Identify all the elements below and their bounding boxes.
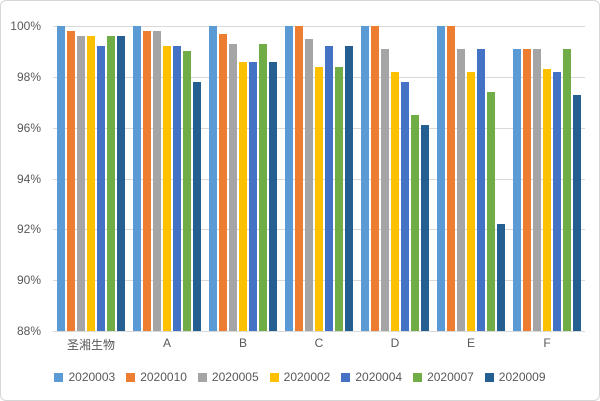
bar-2020009	[269, 61, 277, 331]
bar-2020003	[133, 26, 141, 331]
bar-2020007	[259, 43, 267, 331]
bar-2020005	[381, 48, 389, 331]
bar-2020009	[193, 81, 201, 331]
x-category-label: D	[390, 336, 400, 350]
legend-swatch-icon	[197, 372, 207, 382]
legend-label: 2020003	[68, 370, 116, 384]
bar-group-7	[509, 26, 585, 331]
y-tick-label: 88%	[16, 324, 41, 338]
bar-2020002	[391, 71, 399, 331]
bar-2020003	[437, 26, 445, 331]
legend-item-2020002: 2020002	[269, 370, 331, 384]
legend-item-2020005: 2020005	[197, 370, 259, 384]
x-category-label: B	[238, 336, 247, 350]
bar-2020009	[573, 94, 581, 331]
legend-swatch-icon	[413, 372, 423, 382]
x-category-label: 圣湘生物	[66, 338, 115, 352]
legend-item-2020010: 2020010	[126, 370, 187, 384]
y-axis-labels: 100% 98% 96% 94% 92% 90% 88%	[1, 19, 47, 338]
legend-item-2020009: 2020009	[484, 370, 546, 384]
y-tick-label: 94%	[16, 171, 41, 186]
bar-2020007	[183, 51, 191, 331]
legend-swatch-icon	[54, 372, 64, 382]
bar-2020004	[553, 71, 561, 331]
bar-2020004	[97, 46, 105, 331]
bar-2020010	[371, 26, 379, 331]
legend-item-2020003: 2020003	[54, 370, 115, 384]
x-category-label: C	[314, 336, 324, 350]
bar-group-4	[281, 26, 357, 331]
bar-group-5	[357, 26, 433, 331]
bar-2020010	[523, 48, 531, 331]
y-tick-label: 98%	[16, 69, 41, 84]
bar-2020002	[543, 69, 551, 331]
legend-item-2020007: 2020007	[413, 370, 474, 384]
bar-2020009	[345, 46, 353, 331]
bar-2020005	[533, 48, 541, 331]
bar-2020005	[305, 38, 313, 331]
bar-2020003	[513, 48, 521, 331]
bar-2020002	[87, 36, 95, 331]
x-category-label: A	[162, 336, 171, 350]
bar-2020004	[477, 48, 485, 331]
bar-group-3	[205, 26, 281, 331]
plot-area	[53, 26, 585, 332]
bar-2020003	[285, 26, 293, 331]
bar-2020010	[295, 26, 303, 331]
bar-2020002	[239, 61, 247, 331]
bar-2020009	[497, 224, 505, 331]
bar-2020002	[163, 46, 171, 331]
bar-2020007	[563, 48, 571, 331]
bar-group-2	[129, 26, 205, 331]
bar-2020004	[173, 46, 181, 331]
bar-2020004	[401, 81, 409, 331]
x-axis-labels: 圣湘生物 A B C D E F	[53, 336, 585, 353]
legend-swatch-icon	[126, 372, 136, 382]
legend-label: 2020002	[283, 370, 331, 384]
bar-group-6	[433, 26, 509, 331]
x-category-label: F	[543, 336, 551, 350]
legend-label: 2020009	[498, 370, 546, 384]
legend-label: 2020010	[140, 370, 187, 384]
bar-2020002	[467, 71, 475, 331]
bar-2020010	[219, 33, 227, 331]
y-tick-label: 100%	[10, 19, 41, 33]
bar-2020005	[153, 31, 161, 331]
bar-2020010	[143, 31, 151, 331]
x-category-label: E	[466, 336, 475, 350]
legend-label: 2020007	[427, 370, 474, 384]
bar-2020009	[117, 36, 125, 331]
gridline	[53, 331, 585, 332]
legend-swatch-icon	[269, 372, 279, 382]
bar-2020010	[67, 31, 75, 331]
bar-2020003	[361, 26, 369, 331]
legend-item-2020004: 2020004	[341, 370, 402, 384]
bar-2020005	[77, 36, 85, 331]
bar-2020007	[487, 92, 495, 331]
bar-2020005	[457, 48, 465, 331]
legend-swatch-icon	[484, 372, 494, 382]
y-tick-label: 92%	[16, 222, 41, 237]
bar-2020002	[315, 66, 323, 331]
legend-label: 2020004	[355, 370, 403, 384]
legend-swatch-icon	[341, 372, 351, 382]
legend: 2020003 2020010 2020005 2020002 2020004 20200…	[1, 370, 599, 384]
gridline	[53, 26, 585, 27]
bar-2020009	[421, 125, 429, 331]
bar-2020005	[229, 43, 237, 331]
bar-2020010	[447, 26, 455, 331]
bars-container	[53, 26, 585, 331]
y-tick-label: 96%	[16, 120, 41, 135]
bar-2020007	[335, 66, 343, 331]
bar-2020003	[57, 26, 65, 331]
bar-2020004	[249, 61, 257, 331]
y-tick-label: 90%	[16, 273, 41, 288]
bar-2020003	[209, 26, 217, 331]
bar-2020004	[325, 46, 333, 331]
bar-2020007	[107, 36, 115, 331]
bar-group-1	[53, 26, 129, 331]
legend-label: 2020005	[211, 370, 259, 384]
bar-2020007	[411, 114, 419, 331]
